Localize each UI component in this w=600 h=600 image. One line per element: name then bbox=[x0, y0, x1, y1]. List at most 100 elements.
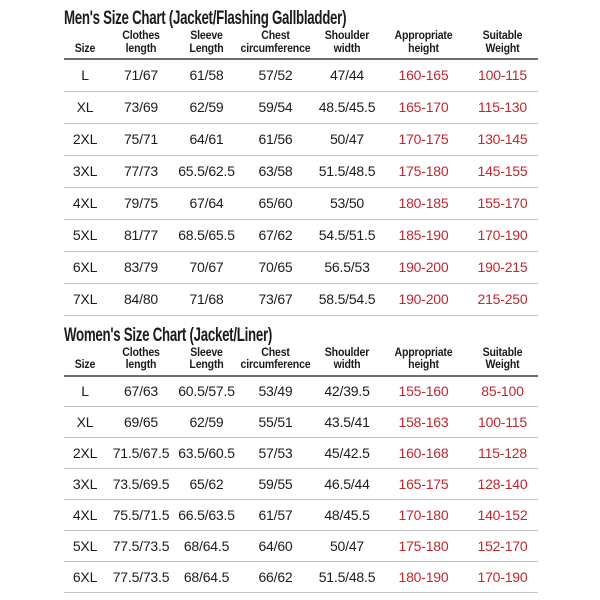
cell-shoulder-width: 58.5/54.5 bbox=[314, 283, 380, 316]
cell-sleeve-length: 71/68 bbox=[176, 283, 237, 316]
cell-size: 2XL bbox=[64, 437, 106, 469]
column-header-label: Appropriate height bbox=[394, 30, 453, 55]
cell-chest-circumference: 59/54 bbox=[237, 91, 314, 124]
cell-suitable-weight: 170-190 bbox=[467, 561, 538, 593]
size-row-7XL: 7XL 84/80 71/68 73/67 58.5/54.5 190-200 215-25… bbox=[64, 283, 538, 316]
cell-shoulder-width: 50/47 bbox=[314, 123, 380, 156]
cell-clothes-length: 71.5/67.5 bbox=[106, 437, 176, 469]
cell-clothes-length: 75/71 bbox=[106, 123, 176, 156]
cell-suitable-weight: 115-128 bbox=[467, 437, 538, 469]
column-header-label: Sleeve Length bbox=[189, 346, 224, 372]
cell-shoulder-width: 56.5/53 bbox=[314, 251, 380, 284]
column-header-appropriate-height: Appropriate height bbox=[380, 30, 467, 60]
size-row-6XL: 6XL 77.5/73.5 68/64.5 66/62 51.5/48.5 180-190… bbox=[64, 561, 538, 593]
cell-appropriate-height: 158-163 bbox=[380, 406, 467, 438]
cell-shoulder-width: 54.5/51.5 bbox=[314, 219, 380, 252]
womens-size-chart-section: Women's Size Chart (Jacket/Liner) Size Cl… bbox=[0, 325, 600, 593]
cell-sleeve-length: 70/67 bbox=[176, 251, 237, 284]
cell-size: 2XL bbox=[64, 123, 106, 156]
cell-size: 4XL bbox=[64, 499, 106, 531]
cell-suitable-weight: 100-115 bbox=[467, 59, 538, 92]
size-row-L: L 67/63 60.5/57.5 53/49 42/39.5 155-160 85-100 bbox=[64, 375, 538, 407]
cell-clothes-length: 77.5/73.5 bbox=[106, 530, 176, 562]
cell-chest-circumference: 59/55 bbox=[237, 468, 314, 500]
mens-size-table: Size Clothes length Sleeve Length Chest circum… bbox=[64, 30, 538, 316]
size-row-2XL: 2XL 71.5/67.5 63.5/60.5 57/53 45/42.5 160-168… bbox=[64, 437, 538, 469]
cell-suitable-weight: 152-170 bbox=[467, 530, 538, 562]
column-header-label: Appropriate height bbox=[394, 346, 453, 372]
cell-appropriate-height: 160-165 bbox=[380, 59, 467, 92]
cell-shoulder-width: 51.5/48.5 bbox=[314, 155, 380, 188]
cell-suitable-weight: 145-155 bbox=[467, 155, 538, 188]
cell-appropriate-height: 160-168 bbox=[380, 437, 467, 469]
cell-suitable-weight: 128-140 bbox=[467, 468, 538, 500]
column-header-shoulder-width: Shoulder width bbox=[314, 346, 380, 377]
cell-shoulder-width: 51.5/48.5 bbox=[314, 561, 380, 593]
cell-suitable-weight: 155-170 bbox=[467, 187, 538, 220]
cell-size: L bbox=[64, 375, 106, 407]
cell-clothes-length: 79/75 bbox=[106, 187, 176, 220]
column-header-shoulder-width: Shoulder width bbox=[314, 30, 380, 60]
cell-shoulder-width: 53/50 bbox=[314, 187, 380, 220]
cell-appropriate-height: 185-190 bbox=[380, 219, 467, 252]
column-header-label: Shoulder width bbox=[324, 30, 370, 55]
cell-sleeve-length: 60.5/57.5 bbox=[176, 375, 237, 407]
cell-chest-circumference: 65/60 bbox=[237, 187, 314, 220]
cell-clothes-length: 84/80 bbox=[106, 283, 176, 316]
column-header-label: Shoulder width bbox=[324, 346, 370, 372]
cell-sleeve-length: 65/62 bbox=[176, 468, 237, 500]
column-header-label: Chest circumference bbox=[240, 30, 311, 55]
cell-appropriate-height: 165-175 bbox=[380, 468, 467, 500]
column-header-label: Clothes length bbox=[122, 30, 160, 55]
cell-appropriate-height: 175-180 bbox=[380, 155, 467, 188]
size-row-L: L 71/67 61/58 57/52 47/44 160-165 100-115 bbox=[64, 59, 538, 92]
cell-suitable-weight: 215-250 bbox=[467, 283, 538, 316]
mens-chart-title-text: Men's Size Chart (Jacket/Flashing Gallbl… bbox=[64, 8, 347, 29]
cell-clothes-length: 81/77 bbox=[106, 219, 176, 252]
cell-clothes-length: 73/69 bbox=[106, 91, 176, 124]
cell-chest-circumference: 61/57 bbox=[237, 499, 314, 531]
column-header-suitable-weight: Suitable Weight bbox=[467, 30, 538, 60]
column-header-chest-circumference: Chest circumference bbox=[237, 30, 314, 60]
column-header-label: Suitable Weight bbox=[482, 30, 523, 55]
column-header-label: Size bbox=[74, 42, 96, 55]
cell-suitable-weight: 190-215 bbox=[467, 251, 538, 284]
cell-shoulder-width: 48/45.5 bbox=[314, 499, 380, 531]
womens-chart-title: Women's Size Chart (Jacket/Liner) bbox=[64, 325, 600, 347]
size-row-5XL: 5XL 77.5/73.5 68/64.5 64/60 50/47 175-180 152-… bbox=[64, 530, 538, 562]
cell-sleeve-length: 63.5/60.5 bbox=[176, 437, 237, 469]
size-row-3XL: 3XL 73.5/69.5 65/62 59/55 46.5/44 165-175 128-… bbox=[64, 468, 538, 500]
cell-chest-circumference: 63/58 bbox=[237, 155, 314, 188]
cell-shoulder-width: 42/39.5 bbox=[314, 375, 380, 407]
cell-appropriate-height: 180-190 bbox=[380, 561, 467, 593]
column-header-label: Suitable Weight bbox=[482, 346, 523, 372]
cell-chest-circumference: 64/60 bbox=[237, 530, 314, 562]
cell-appropriate-height: 190-200 bbox=[380, 251, 467, 284]
cell-sleeve-length: 65.5/62.5 bbox=[176, 155, 237, 188]
column-header-clothes-length: Clothes length bbox=[106, 346, 176, 377]
column-header-label: Chest circumference bbox=[240, 346, 311, 372]
cell-chest-circumference: 70/65 bbox=[237, 251, 314, 284]
header-row: Size Clothes length Sleeve Length Chest circum… bbox=[64, 30, 538, 60]
size-row-2XL: 2XL 75/71 64/61 61/56 50/47 170-175 130-145 bbox=[64, 123, 538, 156]
cell-sleeve-length: 68.5/65.5 bbox=[176, 219, 237, 252]
cell-size: 5XL bbox=[64, 219, 106, 252]
cell-clothes-length: 75.5/71.5 bbox=[106, 499, 176, 531]
cell-appropriate-height: 170-175 bbox=[380, 123, 467, 156]
cell-chest-circumference: 57/53 bbox=[237, 437, 314, 469]
cell-size: 4XL bbox=[64, 187, 106, 220]
cell-appropriate-height: 155-160 bbox=[380, 375, 467, 407]
cell-sleeve-length: 61/58 bbox=[176, 59, 237, 92]
cell-size: XL bbox=[64, 91, 106, 124]
header-row: Size Clothes length Sleeve Length Chest circum… bbox=[64, 346, 538, 377]
cell-appropriate-height: 165-170 bbox=[380, 91, 467, 124]
cell-clothes-length: 77/73 bbox=[106, 155, 176, 188]
cell-suitable-weight: 85-100 bbox=[467, 375, 538, 407]
cell-chest-circumference: 55/51 bbox=[237, 406, 314, 438]
cell-clothes-length: 71/67 bbox=[106, 59, 176, 92]
cell-sleeve-length: 64/61 bbox=[176, 123, 237, 156]
cell-sleeve-length: 66.5/63.5 bbox=[176, 499, 237, 531]
column-header-size: Size bbox=[64, 346, 106, 377]
cell-sleeve-length: 68/64.5 bbox=[176, 530, 237, 562]
